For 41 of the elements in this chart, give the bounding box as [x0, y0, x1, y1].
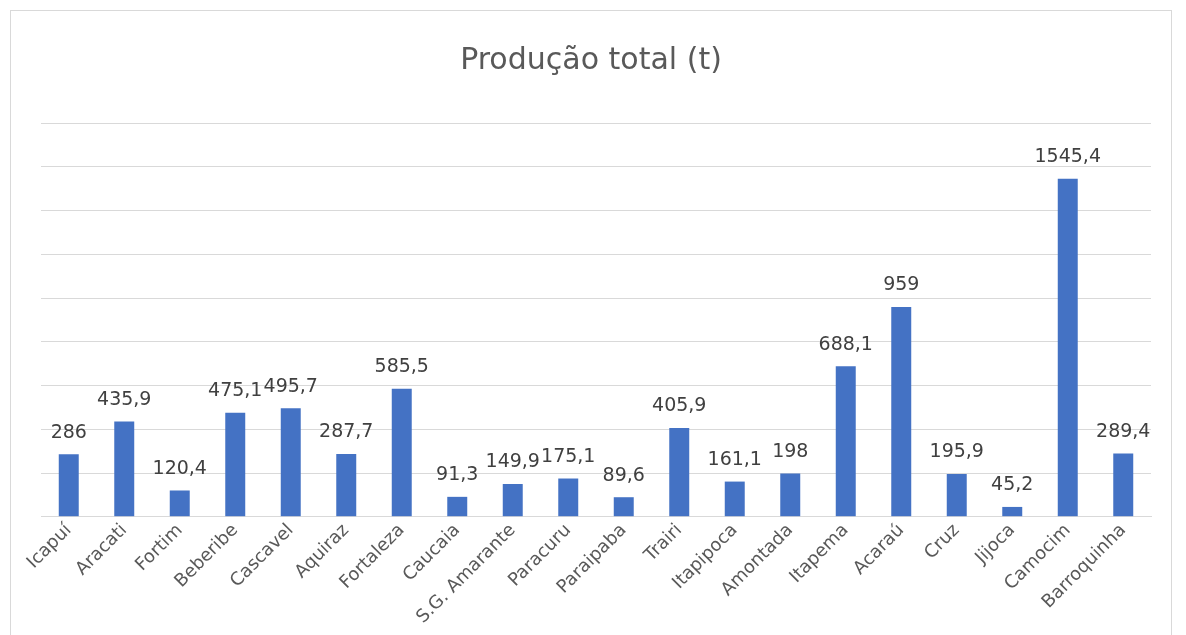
bar [780, 473, 801, 517]
bar [724, 481, 745, 517]
bar [669, 428, 690, 517]
bar [447, 496, 468, 517]
data-label: 198 [772, 438, 809, 461]
bar [225, 412, 246, 517]
data-label: 120,4 [152, 455, 207, 478]
bar [1113, 453, 1134, 517]
data-label: 495,7 [263, 373, 318, 396]
bar [558, 478, 579, 517]
bar [58, 454, 79, 517]
data-label: 287,7 [319, 419, 374, 442]
data-label: 688,1 [818, 331, 873, 354]
bar [502, 484, 523, 517]
bar [114, 421, 135, 517]
bar [946, 473, 967, 517]
data-label: 289,4 [1096, 418, 1151, 441]
data-label: 405,9 [652, 393, 707, 416]
data-label: 161,1 [707, 447, 762, 470]
bar [613, 497, 634, 517]
data-label: 1545,4 [1034, 144, 1101, 167]
data-label: 195,9 [929, 439, 984, 462]
data-label: 91,3 [436, 462, 479, 485]
data-label: 585,5 [374, 354, 429, 377]
data-label: 286 [50, 419, 87, 442]
bar [169, 490, 190, 517]
data-label: 475,1 [208, 378, 263, 401]
data-label: 435,9 [97, 386, 152, 409]
bar [835, 366, 856, 517]
data-label: 149,9 [485, 449, 540, 472]
bar [1057, 178, 1078, 517]
data-label: 45,2 [991, 472, 1034, 495]
bar [891, 307, 912, 517]
bar [280, 408, 301, 517]
data-label: 959 [883, 272, 920, 295]
bar [1002, 506, 1023, 517]
chart-title: Produção total (t) [459, 41, 723, 76]
bar [336, 453, 357, 517]
data-label: 89,6 [602, 462, 645, 485]
data-label: 175,1 [541, 443, 596, 466]
bar [391, 388, 412, 517]
